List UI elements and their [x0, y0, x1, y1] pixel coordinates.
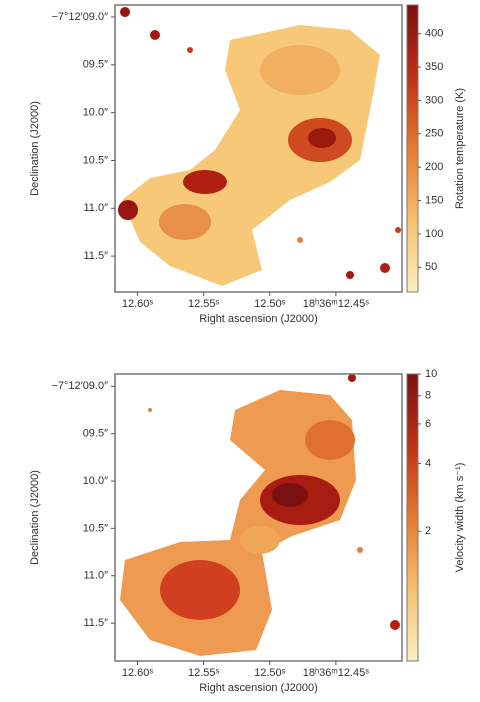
y-tick-label: 11.0″: [84, 570, 109, 582]
colorbar-tick-label: 300: [425, 94, 443, 106]
y-tick-label: 10.0″: [83, 107, 108, 119]
colorbar-tick-label: 2: [425, 525, 431, 537]
y-tick-label: 10.5″: [83, 522, 108, 534]
x-axis-label: Right ascension (J2000): [199, 313, 318, 325]
y-axis-label: Declination (J2000): [29, 101, 41, 196]
y-axis-label: Declination (J2000): [29, 470, 41, 565]
y-tick-label: −7°12′09.0″: [51, 380, 108, 392]
y-tick-label: 10.0″: [83, 475, 108, 487]
x-tick-label: 18ʰ36ᵐ12.45ˢ: [303, 667, 370, 679]
x-tick-label: 12.55ˢ: [188, 667, 220, 679]
colorbar-tick-label: 50: [425, 261, 437, 273]
colorbar-tick-label: 400: [425, 28, 443, 40]
colorbar-tick-label: 10: [425, 368, 437, 380]
y-tick-label: 10.5″: [83, 154, 108, 166]
map-image: [115, 5, 402, 292]
y-tick-label: 09.5″: [83, 428, 108, 440]
y-tick-label: −7°12′09.0″: [51, 11, 108, 23]
x-tick-label: 18ʰ36ᵐ12.45ˢ: [303, 298, 370, 310]
colorbar-label: Velocity width (km s⁻¹): [454, 463, 466, 573]
y-tick-label: 11.5″: [84, 617, 109, 629]
colorbar: [406, 4, 419, 293]
colorbar-tick-label: 100: [425, 228, 443, 240]
colorbar-tick-label: 6: [425, 418, 431, 430]
map-frame: [114, 4, 403, 293]
x-tick-label: 12.50ˢ: [254, 667, 286, 679]
x-axis-label: Right ascension (J2000): [199, 682, 318, 694]
colorbar-tick-label: 250: [425, 128, 443, 140]
colorbar-tick-label: 150: [425, 194, 443, 206]
y-tick-label: 11.0″: [84, 202, 109, 214]
colorbar-tick-label: 350: [425, 61, 443, 73]
map-image: [115, 374, 402, 661]
colorbar-tick-label: 8: [425, 390, 431, 402]
y-tick-label: 11.5″: [84, 250, 109, 262]
x-tick-label: 12.60ˢ: [122, 298, 154, 310]
colorbar: [406, 373, 419, 662]
x-tick-label: 12.55ˢ: [188, 298, 220, 310]
colorbar-tick-label: 200: [425, 161, 443, 173]
colorbar-label: Rotation temperature (K): [454, 88, 466, 209]
x-tick-label: 12.50ˢ: [254, 298, 286, 310]
y-tick-label: 09.5″: [83, 59, 108, 71]
x-tick-label: 12.60ˢ: [122, 667, 154, 679]
colorbar-tick-label: 4: [425, 457, 431, 469]
map-frame: [114, 373, 403, 662]
